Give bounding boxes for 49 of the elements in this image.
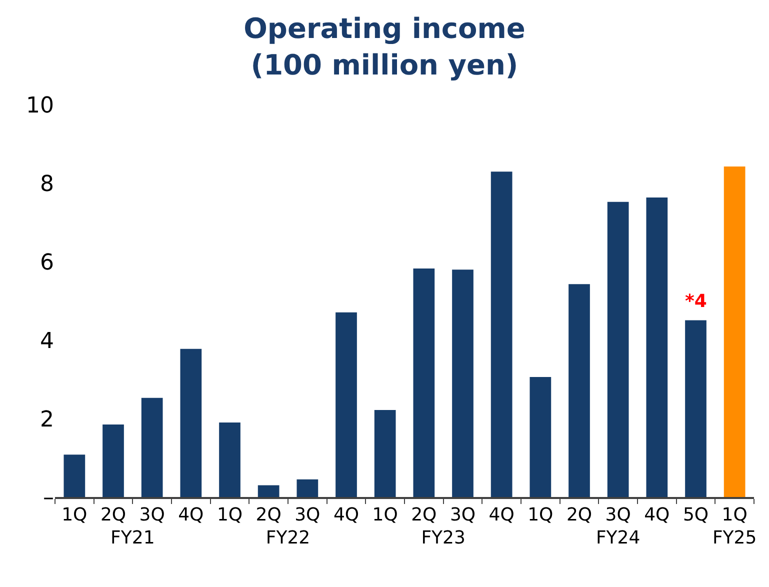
x-tick-label: 1Q (216, 504, 243, 526)
x-tick-label: 4Q (178, 504, 204, 526)
x-tick-label: 1Q (722, 504, 748, 526)
bar (374, 410, 396, 497)
y-tick-label: 2 (40, 407, 54, 432)
x-tick-label: 1Q (372, 504, 398, 526)
x-tick-label: 4Q (488, 504, 514, 526)
bar (685, 320, 706, 497)
x-tick-label: 2Q (256, 504, 282, 526)
bar (724, 166, 746, 497)
text: FY22 (266, 527, 310, 548)
text: FY23 (421, 527, 466, 548)
chart-title: Operating income (100 million yen) (244, 12, 526, 82)
bar (336, 312, 357, 497)
text: FY21 (110, 527, 155, 548)
bar (102, 424, 124, 497)
bar (64, 454, 86, 497)
bar (646, 198, 668, 497)
y-tick-label: 6 (40, 250, 54, 276)
text: FY25 (712, 527, 757, 548)
x-tick-label: 3Q (294, 504, 320, 526)
bar (180, 348, 202, 497)
y-tick-label: – (43, 486, 54, 511)
x-tick-label: 2Q (411, 504, 437, 526)
y-tick-label: 10 (26, 94, 54, 119)
annotation: *4 (685, 291, 707, 312)
x-tick-label: 2Q (566, 504, 592, 526)
bar (530, 377, 552, 497)
x-tick-label: 3Q (605, 504, 631, 526)
text: FY24 (596, 527, 640, 548)
x-tick-label: 4Q (333, 504, 360, 526)
x-tick-label: 3Q (450, 504, 476, 526)
bar (413, 268, 435, 497)
bar (452, 270, 474, 497)
bar (296, 479, 318, 497)
bar (607, 202, 629, 497)
y-tick-label: 8 (40, 172, 54, 198)
x-tick-label: 1Q (62, 504, 88, 526)
bar (219, 422, 240, 497)
bar (141, 398, 163, 497)
x-tick-label: 1Q (528, 504, 554, 526)
x-tick-label: 4Q (644, 504, 670, 526)
y-tick-label: 4 (40, 328, 54, 354)
bar (568, 284, 590, 497)
x-tick-label: 3Q (139, 504, 165, 526)
bar (490, 172, 512, 497)
x-tick-label: 5Q (682, 504, 709, 526)
x-tick-label: 2Q (100, 504, 126, 526)
bar (258, 485, 280, 497)
